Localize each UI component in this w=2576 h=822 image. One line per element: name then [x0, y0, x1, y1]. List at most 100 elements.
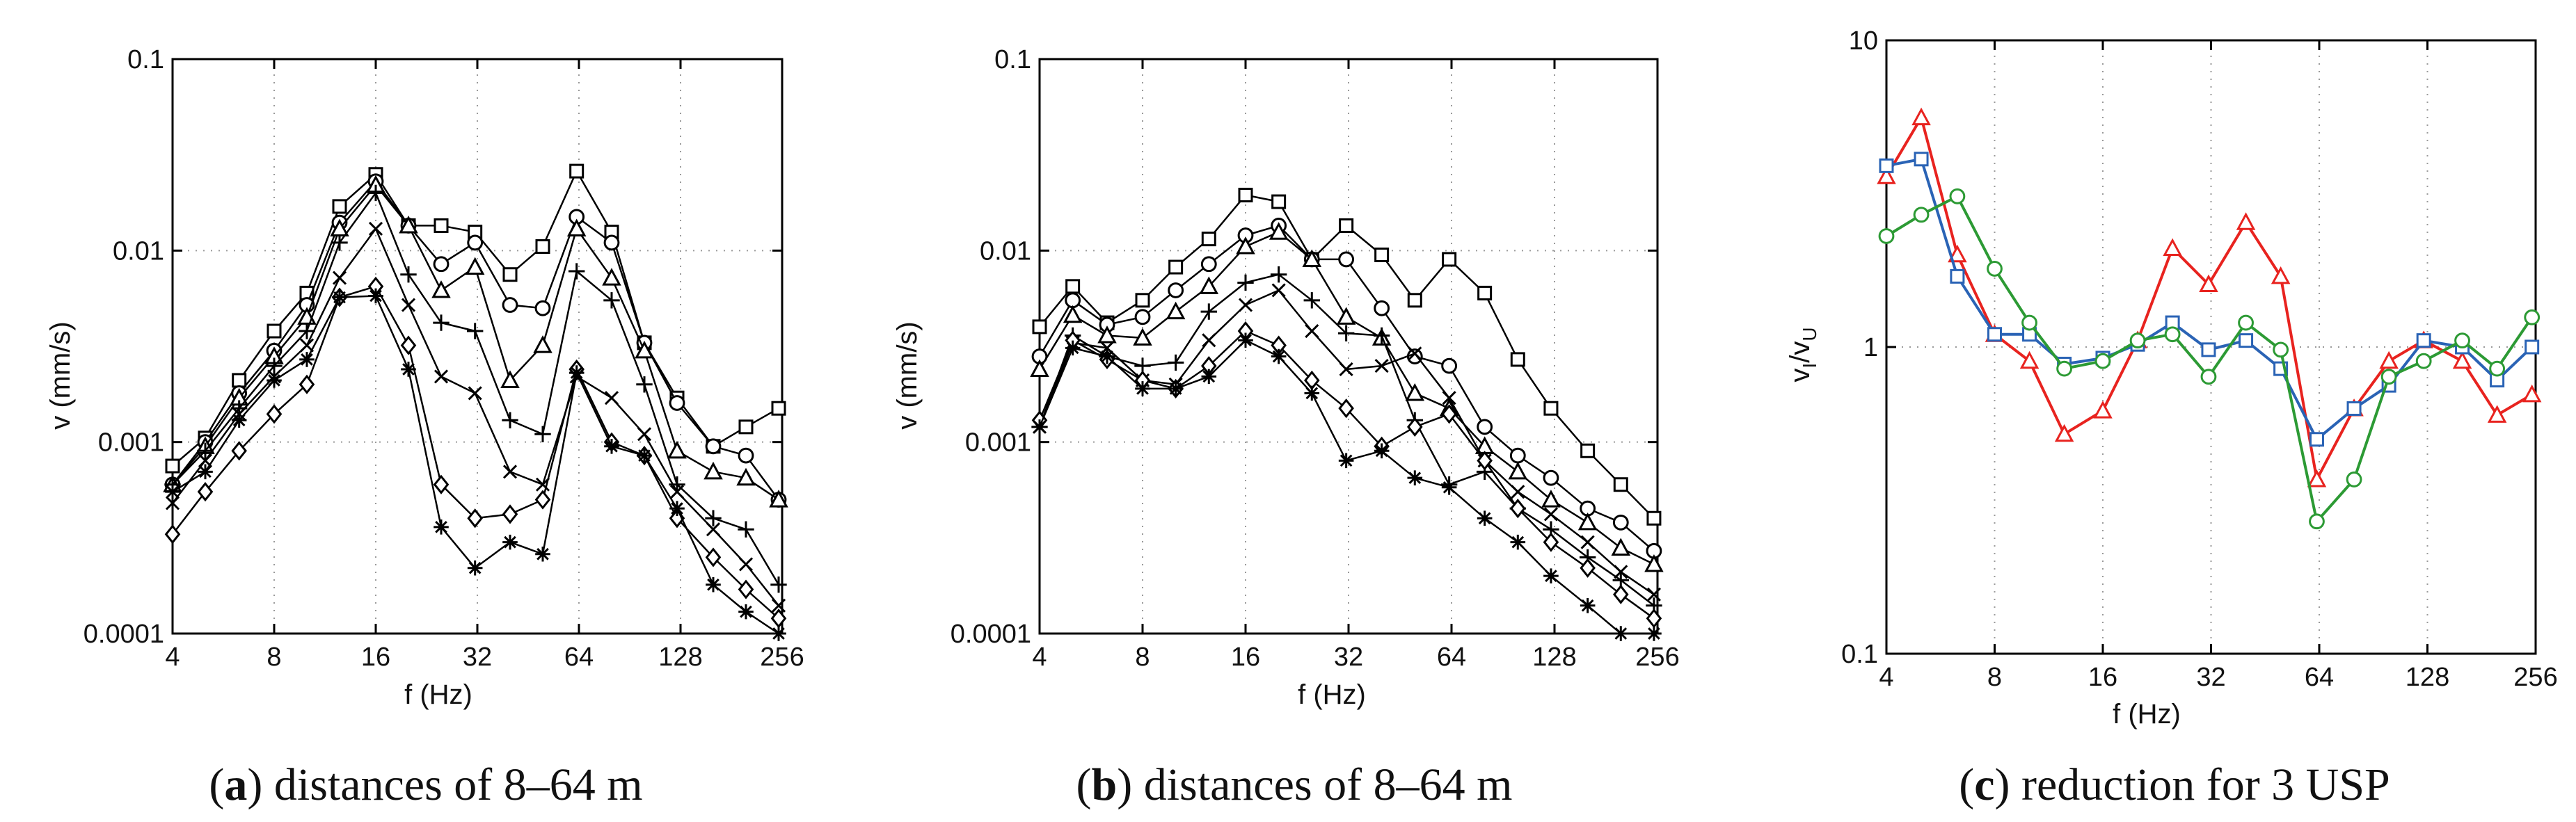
data-point-plus	[466, 323, 484, 339]
series-diamond	[1031, 321, 1662, 629]
data-point-triangle	[431, 280, 451, 298]
data-point-circle	[534, 300, 551, 316]
data-point-asterisk	[1201, 369, 1217, 385]
data-point-green-circle	[2021, 314, 2037, 331]
data-point-cross	[738, 557, 754, 572]
data-point-triangle	[566, 218, 587, 237]
data-point-asterisk	[535, 546, 550, 562]
data-point-square	[1032, 319, 1047, 335]
data-point-triangle	[1644, 554, 1664, 572]
data-point-asterisk	[368, 288, 383, 304]
data-point-triangle	[399, 216, 418, 234]
x-tick-label: 256	[1635, 643, 1679, 672]
chart-panel-b: 0.0001 0.001 0.01 0.1 4 8 16 32 64 128 256 f (Hz)…	[892, 45, 1680, 810]
data-point-circle	[1200, 256, 1217, 273]
data-point-diamond	[299, 374, 315, 394]
data-point-cross	[1202, 333, 1216, 348]
data-point-asterisk	[1477, 510, 1493, 526]
data-point-green-circle	[1987, 261, 2003, 277]
data-point-asterisk	[1032, 419, 1047, 435]
y-axis-label-b: v (mm/s)	[892, 321, 923, 430]
data-point-red-triangle	[2093, 401, 2113, 419]
data-point-triangle	[1611, 538, 1631, 556]
data-point-green-circle	[1949, 188, 1966, 204]
data-point-plus	[1237, 274, 1254, 291]
data-point-cross	[1580, 535, 1595, 549]
data-point-cross	[332, 271, 347, 285]
series-layer-b	[1030, 187, 1664, 641]
data-point-triangle	[703, 461, 723, 480]
data-point-triangle	[1577, 512, 1598, 531]
data-point-square	[1477, 285, 1493, 300]
data-point-asterisk	[1238, 332, 1253, 348]
data-point-square	[569, 163, 585, 179]
x-axis-label-a: f (Hz)	[404, 679, 472, 710]
y-axis-label-c: vI/vU	[1785, 327, 1820, 382]
x-tick-label: 128	[658, 643, 702, 672]
data-point-plus	[1167, 354, 1184, 371]
data-point-cross	[1442, 391, 1456, 405]
data-point-plus	[534, 426, 551, 442]
data-point-plus	[1303, 292, 1320, 309]
data-point-triangle	[1166, 301, 1186, 320]
data-point-cross	[468, 386, 482, 401]
data-point-circle	[705, 438, 722, 455]
data-point-cross	[1543, 507, 1559, 522]
series-asterisk	[165, 288, 786, 641]
data-point-triangle	[465, 257, 485, 275]
data-point-square	[1407, 293, 1422, 308]
data-point-plus	[197, 442, 214, 459]
data-point-green-circle	[2056, 360, 2073, 377]
data-point-green-circle	[2238, 314, 2254, 331]
x-tick-label: 32	[463, 643, 492, 672]
data-point-cross	[299, 338, 315, 353]
data-point-square	[1271, 194, 1287, 209]
data-point-square	[267, 323, 282, 339]
data-point-blue-square	[1879, 158, 1894, 173]
data-point-plus	[331, 234, 348, 251]
data-point-green-circle	[2489, 360, 2506, 377]
data-point-diamond	[1407, 417, 1423, 437]
data-point-diamond	[1338, 398, 1354, 419]
data-point-cross	[401, 298, 416, 312]
data-point-triangle	[500, 370, 520, 389]
data-point-diamond	[534, 490, 551, 510]
data-point-asterisk	[332, 289, 347, 305]
data-point-diamond	[433, 474, 450, 494]
data-point-triangle	[1405, 382, 1425, 401]
data-point-diamond	[400, 335, 417, 355]
x-ticks-b: 4 8 16 32 64 128 256	[1032, 59, 1680, 672]
data-point-asterisk	[1543, 568, 1559, 583]
data-point-asterisk	[738, 604, 754, 620]
x-tick-label: 128	[1532, 643, 1576, 672]
data-point-plus	[266, 357, 283, 374]
data-point-triangle	[1097, 325, 1117, 344]
data-point-square	[1238, 187, 1253, 202]
data-point-green-circle	[2129, 332, 2146, 349]
data-point-circle	[738, 447, 754, 464]
data-point-triangle	[1063, 305, 1083, 323]
data-point-triangle	[769, 490, 788, 508]
data-point-green-circle	[2346, 472, 2362, 487]
data-point-square	[232, 373, 247, 388]
data-point-asterisk	[1099, 348, 1115, 364]
data-point-asterisk	[1168, 381, 1184, 396]
data-point-blue-square	[2239, 333, 2254, 348]
data-point-diamond	[705, 547, 722, 567]
data-point-plus	[568, 263, 585, 280]
data-point-green-circle	[2273, 341, 2289, 358]
data-point-square	[1339, 218, 1354, 233]
data-point-diamond	[231, 441, 247, 461]
y-tick-label: 0.001	[965, 428, 1031, 458]
data-point-asterisk	[467, 560, 483, 576]
data-point-red-triangle	[1948, 244, 1967, 263]
x-tick-label: 8	[267, 643, 281, 672]
data-point-cross	[604, 391, 619, 405]
data-point-asterisk	[1613, 626, 1629, 641]
data-point-triangle	[1133, 328, 1152, 346]
data-point-asterisk	[434, 519, 449, 535]
data-point-cross	[1408, 346, 1422, 361]
data-point-red-triangle	[2522, 384, 2542, 403]
data-point-green-circle	[2094, 353, 2111, 369]
data-point-triangle	[1199, 276, 1219, 294]
